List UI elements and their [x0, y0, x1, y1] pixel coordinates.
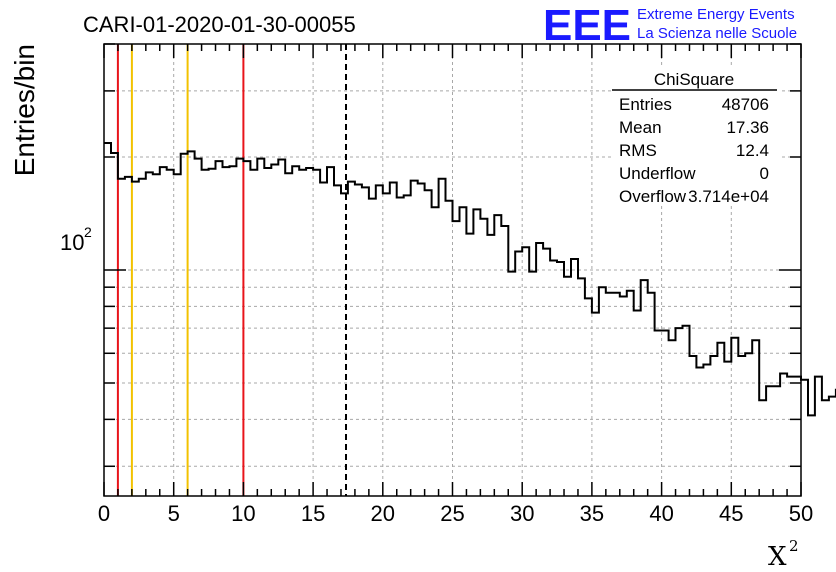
eee-logo: EEE — [543, 1, 631, 50]
stats-label-mean: Mean — [619, 118, 662, 137]
x-axis-label-superscript: 2 — [789, 537, 799, 555]
x-tick-label: 0 — [98, 501, 110, 526]
axis-ticks — [103, 43, 802, 496]
x-tick-label: 20 — [371, 501, 395, 526]
x-axis-label: X — [768, 542, 787, 572]
grid — [104, 43, 801, 496]
stats-label-entries: Entries — [619, 95, 672, 114]
x-tick-label: 10 — [231, 501, 255, 526]
stats-value-entries: 48706 — [722, 95, 769, 114]
x-tick-label: 50 — [789, 501, 813, 526]
vertical-marker-lines — [116, 44, 347, 496]
x-tick-label: 5 — [168, 501, 180, 526]
stats-value-rms: 12.4 — [736, 141, 769, 160]
run-title: CARI-01-2020-01-30-00055 — [83, 12, 356, 37]
stats-label-overflow: Overflow — [619, 187, 687, 206]
stats-box-title: ChiSquare — [654, 70, 734, 89]
y-tick-label-base: 10 — [60, 230, 84, 255]
logo-tagline-1: Extreme Energy Events — [637, 6, 795, 23]
stats-box: ChiSquare Entries 48706 Mean 17.36 RMS 1… — [612, 68, 780, 206]
stats-value-overflow: 3.714e+04 — [688, 187, 769, 206]
x-tick-label: 40 — [649, 501, 673, 526]
x-tick-label: 45 — [719, 501, 743, 526]
x-tick-label: 25 — [440, 501, 464, 526]
histogram-series — [104, 142, 836, 417]
stats-label-underflow: Underflow — [619, 164, 696, 183]
logo-tagline-2: La Scienza nelle Scuole — [637, 25, 797, 42]
stats-label-rms: RMS — [619, 141, 657, 160]
y-tick-label-exponent: 2 — [84, 224, 92, 240]
x-tick-labels: 0 5 10 15 20 25 30 35 40 45 50 — [98, 501, 813, 526]
x-tick-label: 35 — [580, 501, 604, 526]
x-tick-label: 30 — [510, 501, 534, 526]
stats-value-underflow: 0 — [760, 164, 769, 183]
stats-value-mean: 17.36 — [726, 118, 769, 137]
x-tick-label: 15 — [301, 501, 325, 526]
y-axis-label: Entries/bin — [9, 44, 40, 176]
